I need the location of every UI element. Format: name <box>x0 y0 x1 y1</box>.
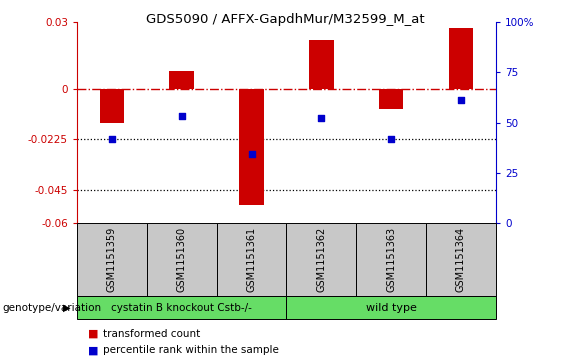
Text: GSM1151364: GSM1151364 <box>456 227 466 292</box>
Bar <box>77 296 286 319</box>
Bar <box>309 40 333 89</box>
Bar <box>379 89 404 109</box>
Bar <box>77 223 146 296</box>
Text: GSM1151361: GSM1151361 <box>246 227 256 292</box>
Bar <box>286 223 356 296</box>
Text: ■: ■ <box>88 329 99 339</box>
Text: GSM1151363: GSM1151363 <box>386 227 396 292</box>
Bar <box>169 71 194 89</box>
Bar <box>217 223 286 296</box>
Bar <box>100 89 124 123</box>
Text: cystatin B knockout Cstb-/-: cystatin B knockout Cstb-/- <box>111 303 252 313</box>
Text: GDS5090 / AFFX-GapdhMur/M32599_M_at: GDS5090 / AFFX-GapdhMur/M32599_M_at <box>146 13 424 26</box>
Point <box>107 136 116 142</box>
Text: percentile rank within the sample: percentile rank within the sample <box>103 345 279 355</box>
Point <box>247 151 256 157</box>
Point <box>457 97 466 103</box>
Bar <box>356 223 426 296</box>
Point <box>317 115 326 121</box>
Text: GSM1151362: GSM1151362 <box>316 227 327 292</box>
Text: ■: ■ <box>88 345 99 355</box>
Bar <box>286 296 496 319</box>
Bar <box>146 223 217 296</box>
Text: GSM1151359: GSM1151359 <box>107 227 117 292</box>
Text: genotype/variation: genotype/variation <box>3 303 102 313</box>
Bar <box>239 89 264 205</box>
Point <box>386 136 396 142</box>
Text: wild type: wild type <box>366 303 417 313</box>
Text: ▶: ▶ <box>63 303 71 313</box>
Point <box>177 113 186 119</box>
Bar <box>426 223 496 296</box>
Text: transformed count: transformed count <box>103 329 200 339</box>
Bar <box>449 28 473 89</box>
Text: GSM1151360: GSM1151360 <box>177 227 187 292</box>
